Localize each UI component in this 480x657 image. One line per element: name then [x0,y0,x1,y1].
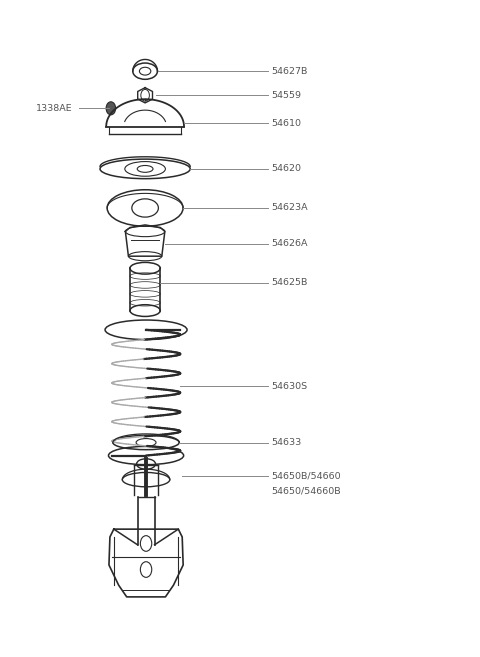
Circle shape [106,102,116,115]
Text: 54620: 54620 [271,164,301,173]
Text: 54610: 54610 [271,119,301,128]
Text: 54623A: 54623A [271,204,308,212]
Text: 54630S: 54630S [271,382,307,391]
Text: 54626A: 54626A [271,239,307,248]
Text: 54650/54660B: 54650/54660B [271,487,340,496]
Text: 54650B/54660: 54650B/54660 [271,472,340,481]
Text: 54625B: 54625B [271,279,307,287]
Text: 54633: 54633 [271,438,301,447]
Text: 54627B: 54627B [271,66,307,76]
Text: 54559: 54559 [271,91,301,100]
Text: 1338AE: 1338AE [36,104,72,113]
